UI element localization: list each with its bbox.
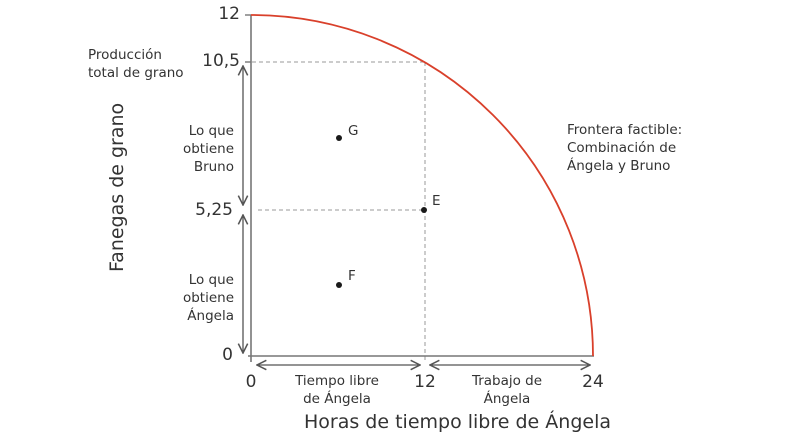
y-tick-label-0: 0 [222, 345, 233, 365]
y-tick-label-12: 12 [218, 4, 240, 24]
x-axis-title: Horas de tiempo libre de Ángela [304, 411, 611, 433]
total-production-label: Producción total de grano [88, 47, 184, 81]
x-tick-label-24: 24 [582, 372, 604, 392]
bruno-share-label: Lo que obtiene Bruno [182, 123, 234, 175]
frontier-label: Frontera factible: Combinación de Ángela… [567, 122, 683, 174]
x-tick-label-12: 12 [414, 372, 436, 392]
point-g-label: G [348, 123, 359, 139]
x-tick-label-0: 0 [245, 372, 257, 392]
point-f-label: F [348, 268, 356, 284]
feasible-frontier-curve [250, 14, 594, 357]
point-e-dot [421, 207, 427, 213]
point-e-label: E [432, 193, 441, 209]
angela-share-label: Lo que obtiene Ángela [182, 272, 234, 324]
y-tick-label-10-5: 10,5 [202, 51, 240, 71]
y-axis-title: Fanegas de grano [106, 102, 128, 272]
free-time-label: Tiempo libre de Ángela [295, 373, 379, 407]
point-g-dot [336, 135, 342, 141]
work-label: Trabajo de Ángela [471, 373, 543, 407]
y-tick-label-5-25: 5,25 [195, 200, 233, 220]
point-f-dot [336, 282, 342, 288]
